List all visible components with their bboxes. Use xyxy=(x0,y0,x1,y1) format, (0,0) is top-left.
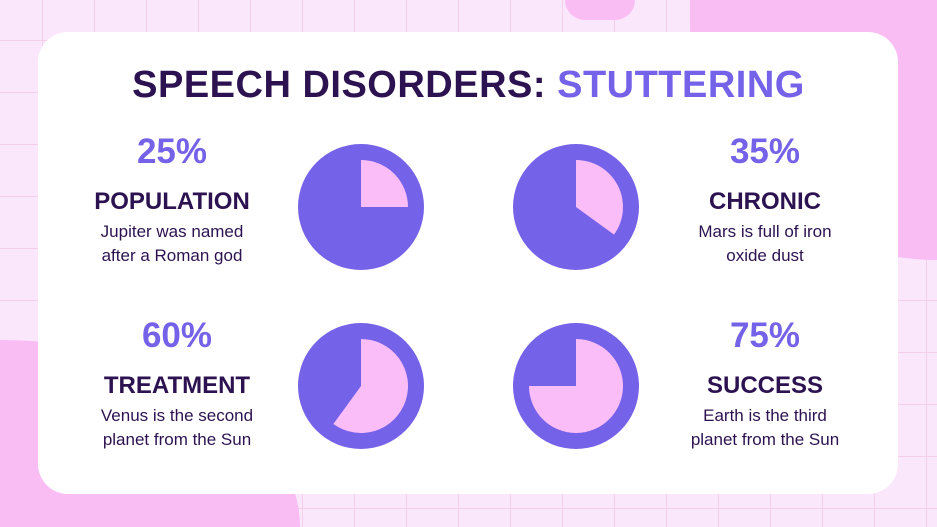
stat-label: CHRONIC xyxy=(709,188,821,215)
pie-slice xyxy=(361,160,408,207)
stat-treatment: 60% TREATMENT Venus is the second planet … xyxy=(57,316,297,452)
stat-desc-line: Jupiter was named xyxy=(100,222,244,241)
stat-population: 25% POPULATION Jupiter was named after a … xyxy=(52,132,292,268)
stat-success: 75% SUCCESS Earth is the third planet fro… xyxy=(645,316,885,452)
stat-percent: 60% xyxy=(141,316,213,355)
stat-desc-line: Earth is the third xyxy=(703,406,827,425)
stat-desc-line: planet from the Sun xyxy=(102,430,252,449)
stat-percent: 75% xyxy=(729,316,801,355)
stat-desc-line: planet from the Sun xyxy=(690,430,840,449)
stat-desc-line: Venus is the second xyxy=(100,406,254,425)
title-main: SPEECH DISORDERS: xyxy=(132,64,558,106)
stat-desc-line: Mars is full of iron xyxy=(698,222,832,241)
title-accent: STUTTERING xyxy=(557,64,805,106)
stat-desc-line: after a Roman god xyxy=(101,246,243,265)
pie-slice xyxy=(576,160,623,235)
stat-percent: 25% xyxy=(136,132,208,171)
stat-chronic: 35% CHRONIC Mars is full of iron oxide du… xyxy=(645,132,885,268)
stat-label: SUCCESS xyxy=(706,372,824,399)
page-title: SPEECH DISORDERS: STUTTERING xyxy=(0,64,937,107)
stat-label: POPULATION xyxy=(94,188,250,215)
slide-card xyxy=(38,32,898,494)
decor-blob xyxy=(565,0,635,20)
stat-desc-line: oxide dust xyxy=(726,246,804,265)
pie-slice xyxy=(333,339,408,433)
pie-slice xyxy=(529,339,623,433)
stat-percent: 35% xyxy=(729,132,801,171)
stat-label: TREATMENT xyxy=(103,372,251,399)
